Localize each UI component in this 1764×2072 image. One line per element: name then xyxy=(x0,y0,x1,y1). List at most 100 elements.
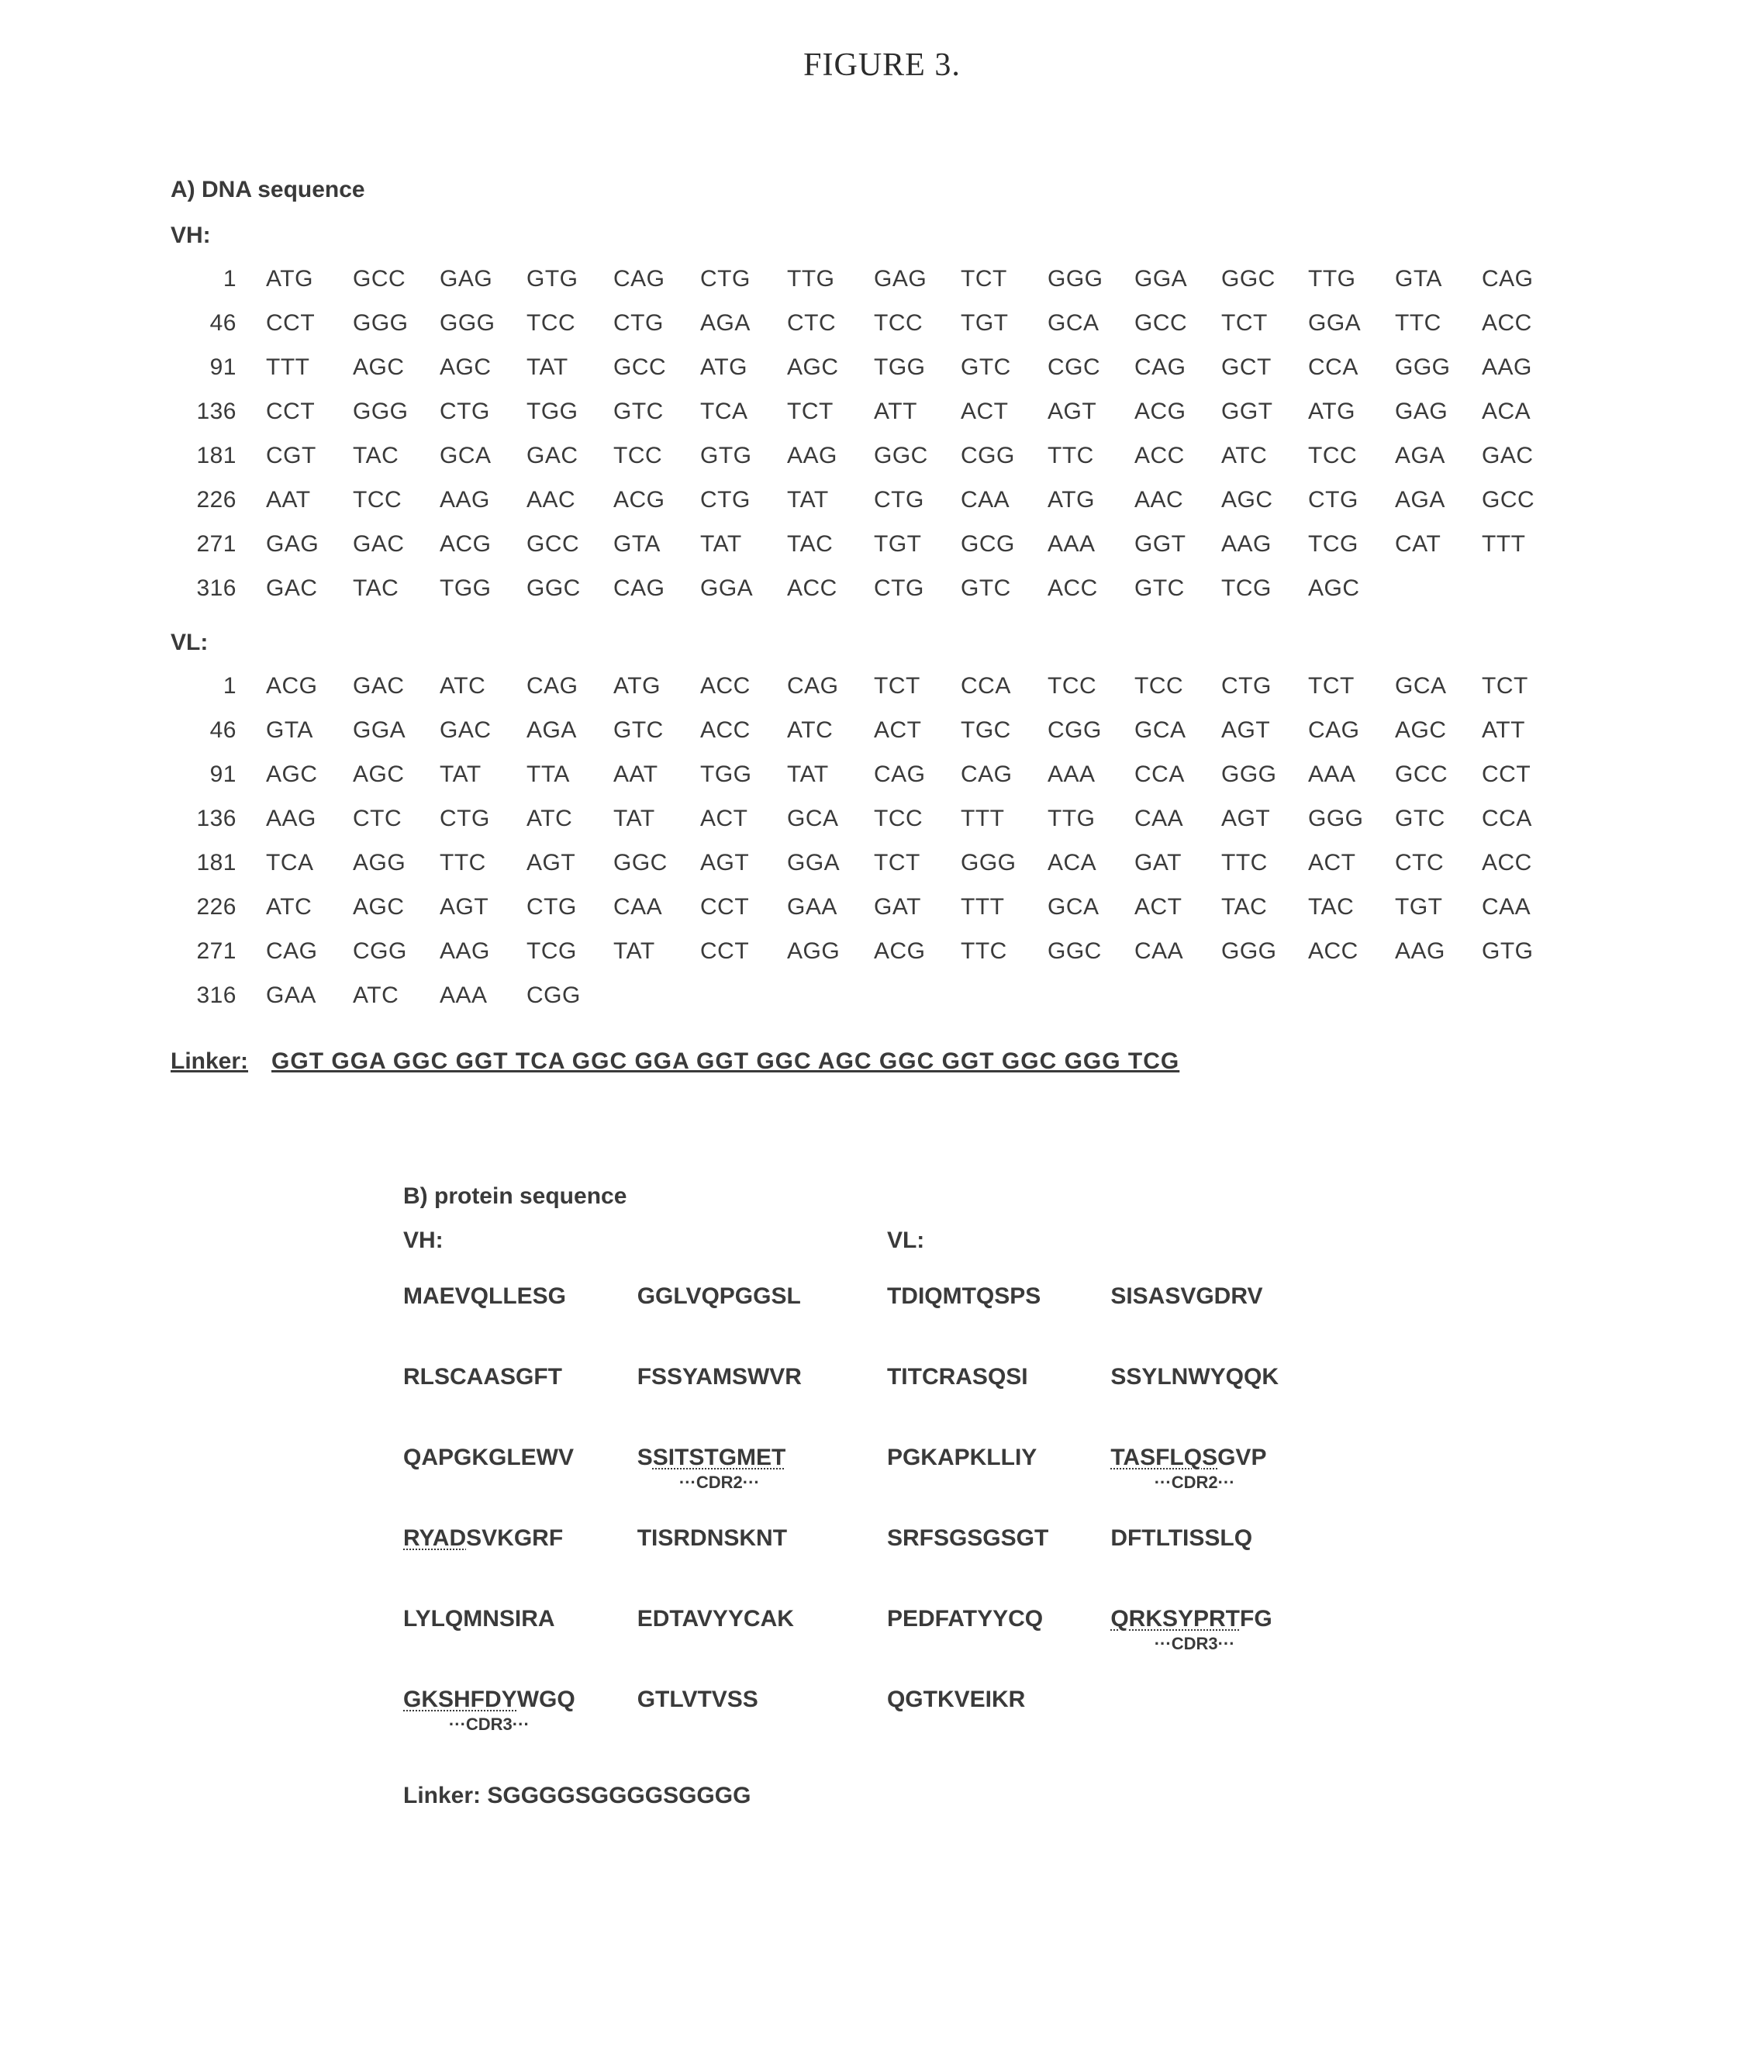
codon: GAC xyxy=(353,664,440,708)
codon: CAA xyxy=(613,885,700,929)
codon: TCC xyxy=(1134,664,1221,708)
codon: GGA xyxy=(1134,257,1221,301)
codon: GAG xyxy=(440,257,526,301)
codon: AAA xyxy=(1048,522,1134,566)
codon: GTA xyxy=(613,522,700,566)
codon: ATG xyxy=(1308,389,1395,433)
codon: ACC xyxy=(787,566,874,610)
dna-row: 46GTAGGAGACAGAGTCACCATCACTTGCCGGGCAAGTCA… xyxy=(171,708,1593,752)
codon: ACT xyxy=(1134,885,1221,929)
codon: AGT xyxy=(526,841,613,885)
codon: ATT xyxy=(1482,708,1569,752)
protein-word: TISRDNSKNT xyxy=(637,1518,802,1598)
codon: GCC xyxy=(613,345,700,389)
codon: TGG xyxy=(700,752,787,796)
codon: TAC xyxy=(1221,885,1308,929)
codon: CCA xyxy=(1482,796,1569,841)
codon: TCG xyxy=(1308,522,1395,566)
codon: GCA xyxy=(1134,708,1221,752)
protein-word: RLSCAASGFT xyxy=(403,1356,575,1437)
protein-column: VL:TDIQMTQSPSTITCRASQSIPGKAPKLLIYSRFSGSG… xyxy=(887,1229,1048,1759)
protein-word: RYADSVKGRF xyxy=(403,1518,575,1598)
codon: TCT xyxy=(874,841,961,885)
codon: CTG xyxy=(874,478,961,522)
codon: TCT xyxy=(874,664,961,708)
codon: GGG xyxy=(1395,345,1482,389)
codon: ACT xyxy=(874,708,961,752)
codon: ATC xyxy=(1221,433,1308,478)
codon: TCG xyxy=(526,929,613,973)
codon: TTT xyxy=(961,796,1048,841)
codon: AGC xyxy=(787,345,874,389)
codon: GGG xyxy=(961,841,1048,885)
codon: GTC xyxy=(961,345,1048,389)
codon: ACC xyxy=(1048,566,1134,610)
codon: GTG xyxy=(1482,929,1569,973)
codon: TCC xyxy=(353,478,440,522)
cdr-tag: ···CDR2··· xyxy=(679,1474,760,1491)
codon: TGG xyxy=(874,345,961,389)
dna-position: 136 xyxy=(171,389,266,433)
codon: AGA xyxy=(526,708,613,752)
codon: CGG xyxy=(526,973,613,1017)
codon: TGG xyxy=(440,566,526,610)
codon: ATC xyxy=(353,973,440,1017)
codon: ATG xyxy=(266,257,353,301)
protein-word: GKSHFDYWGQ···CDR3··· xyxy=(403,1679,575,1759)
codon: GGT xyxy=(1221,389,1308,433)
codon: GAT xyxy=(1134,841,1221,885)
codon: AAG xyxy=(266,796,353,841)
codon: ATC xyxy=(787,708,874,752)
codon: GGC xyxy=(613,841,700,885)
codon: ACC xyxy=(1482,841,1569,885)
codon: CAG xyxy=(961,752,1048,796)
dna-row: 181CGTTACGCAGACTCCGTGAAGGGCCGGTTCACCATCT… xyxy=(171,433,1593,478)
codon: AAG xyxy=(440,929,526,973)
protein-word: LYLQMNSIRA xyxy=(403,1598,575,1679)
dna-position: 181 xyxy=(171,841,266,885)
codon: TGT xyxy=(1395,885,1482,929)
codon: CTG xyxy=(440,796,526,841)
codon: ACG xyxy=(1134,389,1221,433)
codon: ATC xyxy=(526,796,613,841)
codon: TAC xyxy=(787,522,874,566)
codon: TCT xyxy=(1482,664,1569,708)
codon: AAA xyxy=(1048,752,1134,796)
protein-word: TASFLQSGVP···CDR2··· xyxy=(1110,1437,1279,1518)
codon: GGC xyxy=(526,566,613,610)
codon: CTG xyxy=(526,885,613,929)
codon: GTC xyxy=(613,708,700,752)
codon: GGG xyxy=(1221,929,1308,973)
codon: CCT xyxy=(266,389,353,433)
codon: TTT xyxy=(1482,522,1569,566)
codon: GGG xyxy=(1048,257,1134,301)
codon: ACG xyxy=(874,929,961,973)
codon: ACC xyxy=(700,708,787,752)
codon: GCC xyxy=(1134,301,1221,345)
protein-word: TITCRASQSI xyxy=(887,1356,1048,1437)
codon: ACC xyxy=(1134,433,1221,478)
dna-row: 316GACTACTGGGGCCAGGGAACCCTGGTCACCGTCTCGA… xyxy=(171,566,1593,610)
protein-columns: VH:MAEVQLLESGRLSCAASGFTQAPGKGLEWVRYADSVK… xyxy=(403,1229,1593,1759)
codon: GAG xyxy=(266,522,353,566)
dna-position: 1 xyxy=(171,664,266,708)
codon: CTG xyxy=(440,389,526,433)
protein-section: B) protein sequence VH:MAEVQLLESGRLSCAAS… xyxy=(403,1183,1593,1809)
codon: AGT xyxy=(1048,389,1134,433)
codon: ATG xyxy=(700,345,787,389)
codon: GTA xyxy=(266,708,353,752)
codon: AGT xyxy=(700,841,787,885)
protein-word: TDIQMTQSPS xyxy=(887,1276,1048,1356)
dna-row: 1ACGGACATCCAGATGACCCAGTCTCCATCCTCCCTGTCT… xyxy=(171,664,1593,708)
protein-word: PGKAPKLLIY xyxy=(887,1437,1048,1518)
codon: TAT xyxy=(613,929,700,973)
codon: GGA xyxy=(1308,301,1395,345)
codon: CAG xyxy=(1482,257,1569,301)
codon: GGG xyxy=(353,389,440,433)
codon: CCA xyxy=(961,664,1048,708)
cdr-tag: ···CDR3··· xyxy=(1155,1635,1235,1652)
dna-row: 181TCAAGGTTCAGTGGCAGTGGATCTGGGACAGATTTCA… xyxy=(171,841,1593,885)
codon: GCG xyxy=(961,522,1048,566)
protein-word: SRFSGSGSGT xyxy=(887,1518,1048,1598)
codon: CAG xyxy=(1308,708,1395,752)
